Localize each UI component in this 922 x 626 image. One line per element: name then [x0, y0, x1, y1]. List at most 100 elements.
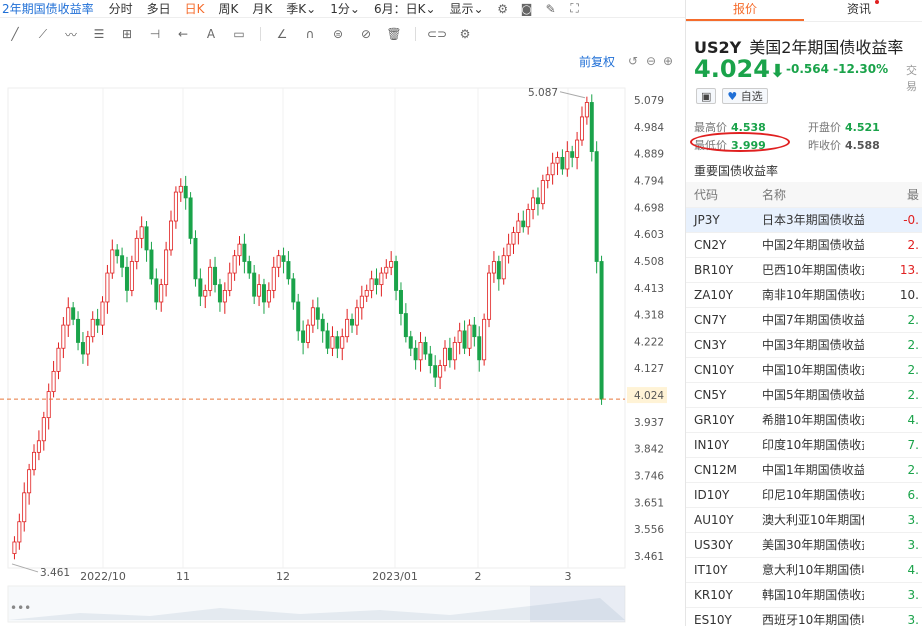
candle-body: [535, 197, 540, 205]
highlight-annotation: [690, 132, 790, 152]
row-code: ZA10Y: [686, 281, 754, 307]
candle-body: [208, 266, 213, 291]
candle-body: [310, 307, 315, 326]
pencil-icon[interactable]: ✎: [545, 1, 556, 16]
measure-tool-icon[interactable]: ⊞: [121, 27, 133, 41]
trash-icon[interactable]: 🗑: [386, 27, 402, 41]
lock-icon[interactable]: ⊜: [332, 27, 344, 41]
table-row[interactable]: GR10Y希腊10年期国债收益率4.: [686, 406, 922, 432]
table-row[interactable]: ES10Y西班牙10年期国债收益率3.: [686, 606, 922, 626]
row-value: 4.: [864, 406, 922, 432]
hide-icon[interactable]: ⊘: [360, 27, 372, 41]
candle-body: [531, 197, 536, 210]
candle-body: [271, 266, 276, 291]
chart-canvas[interactable]: 2022/10 11 12 2023/01 2 3 5.079 4.984 4.889 4.794…: [0, 48, 685, 626]
line-tool-icon[interactable]: ╱: [11, 27, 19, 41]
candle-body: [364, 290, 369, 297]
camera-icon[interactable]: ◙: [520, 1, 533, 16]
zoom-out-icon[interactable]: ⊖: [646, 54, 657, 68]
tab-news[interactable]: 资讯: [804, 0, 922, 21]
table-row[interactable]: BR10Y巴西10年期国债收益率13.: [686, 256, 922, 282]
table-row[interactable]: AU10Y澳大利亚10年期国债收益率3.: [686, 506, 922, 532]
panel-tabs: 报价 资讯: [686, 0, 922, 22]
zoom-in-icon[interactable]: ⊕: [663, 54, 674, 68]
symbol-code: US2Y: [694, 38, 742, 57]
stats-row: 最高价 4.538 开盘价 4.521: [694, 118, 922, 136]
candle-body: [12, 541, 17, 554]
candle-body: [193, 237, 198, 280]
fullscreen-icon[interactable]: ⛶: [570, 1, 579, 15]
table-row[interactable]: CN2Y中国2年期国债收益率2.: [686, 231, 922, 257]
y-tick-label: 3.746: [634, 471, 664, 483]
table-row[interactable]: CN12M中国1年期国债收益率2.: [686, 456, 922, 482]
range-tool-icon[interactable]: ⊣: [149, 27, 161, 41]
period-daily[interactable]: 日K: [184, 1, 205, 16]
navigator-area: [8, 598, 625, 620]
period-weekly[interactable]: 周K: [218, 1, 239, 16]
comment-tool-icon[interactable]: ▭: [233, 27, 245, 41]
col-name[interactable]: 名称: [754, 182, 864, 207]
y-tick-label: 4.794: [634, 175, 664, 187]
arrow-tool-icon[interactable]: ←: [177, 27, 189, 41]
row-code: CN10Y: [686, 356, 754, 382]
candle-body: [242, 243, 247, 262]
period-multiday[interactable]: 多日: [146, 1, 171, 16]
table-row[interactable]: IN10Y印度10年期国债收益率7.: [686, 431, 922, 457]
trade-link[interactable]: 交易: [906, 64, 917, 93]
period-quarterly-dropdown[interactable]: 季K⌄: [279, 0, 323, 18]
table-row[interactable]: CN3Y中国3年期国债收益率2.: [686, 331, 922, 357]
row-code: CN7Y: [686, 306, 754, 332]
chart-title: 2年期国债收益率: [2, 1, 94, 16]
add-watchlist-button[interactable]: ♥ 自选: [722, 88, 768, 104]
row-value: 2.: [864, 231, 922, 257]
quarterly-label: 季K: [286, 1, 307, 16]
kline-chart[interactable]: 2022/10 11 12 2023/01 2 3 5.079 4.984 4.889 4.794…: [0, 48, 685, 626]
chevron-down-icon: ⌄: [473, 1, 484, 16]
table-row[interactable]: CN7Y中国7年期国债收益率2.: [686, 306, 922, 332]
prev-close-label: 昨收价: [808, 139, 841, 152]
table-row[interactable]: US30Y美国30年期国债收益率3.: [686, 531, 922, 557]
candle-body: [482, 318, 487, 361]
row-value: 7.: [864, 431, 922, 457]
bookmark-icon[interactable]: ▣: [696, 88, 717, 104]
table-row[interactable]: ID10Y印尼10年期国债收益率6.: [686, 481, 922, 507]
row-name: 巴西10年期国债收益率: [754, 256, 864, 282]
wave-tool-icon[interactable]: 〰: [64, 27, 77, 42]
display-dropdown[interactable]: 显示⌄: [443, 0, 491, 18]
candle-body: [71, 307, 76, 320]
period-minute-dropdown[interactable]: 1分⌄: [323, 0, 367, 18]
col-code[interactable]: 代码: [686, 182, 754, 207]
candle-body: [164, 249, 169, 286]
period-monthly[interactable]: 月K: [252, 1, 273, 16]
table-row[interactable]: ZA10Y南非10年期国债收益率10.: [686, 281, 922, 307]
candle-body: [330, 336, 335, 349]
text-tool-icon[interactable]: A: [206, 27, 216, 41]
tab-quote[interactable]: 报价: [686, 0, 804, 21]
period-intraday[interactable]: 分时: [108, 1, 133, 16]
adjust-button[interactable]: 前复权: [579, 55, 616, 69]
fib-tool-icon[interactable]: ☰: [93, 27, 105, 41]
row-name: 中国2年期国债收益率: [754, 231, 864, 257]
table-row[interactable]: CN10Y中国10年期国债收益率2.: [686, 356, 922, 382]
settings-icon[interactable]: ⚙: [459, 27, 471, 41]
link-icon[interactable]: ⊂⊃: [426, 27, 448, 41]
ruler-icon[interactable]: ∠: [276, 27, 288, 41]
magnet-icon[interactable]: ∩: [305, 27, 315, 41]
row-name: 中国1年期国债收益率: [754, 456, 864, 482]
range-label: 6月：日K: [373, 1, 426, 16]
table-row[interactable]: CN5Y中国5年期国债收益率2.: [686, 381, 922, 407]
chevron-down-icon: ⌄: [425, 1, 436, 16]
candle-body: [379, 272, 384, 286]
table-row[interactable]: JP3Y日本3年期国债收益率-0.: [686, 206, 922, 232]
symbol-heading: US2Y 美国2年期国债收益率: [694, 34, 903, 58]
table-row[interactable]: IT10Y意大利10年期国债收益率4.: [686, 556, 922, 582]
table-row[interactable]: KR10Y韩国10年期国债收益率3.: [686, 581, 922, 607]
range-dropdown[interactable]: 6月：日K⌄: [367, 0, 443, 18]
candle-body: [178, 185, 183, 193]
col-last[interactable]: 最: [864, 182, 922, 207]
candle-body: [286, 261, 291, 280]
trend-tool-icon[interactable]: ⟋: [38, 26, 48, 41]
undo-icon[interactable]: ↺: [628, 54, 639, 68]
gear-icon[interactable]: ⚙: [497, 1, 508, 16]
candle-body: [139, 226, 144, 239]
